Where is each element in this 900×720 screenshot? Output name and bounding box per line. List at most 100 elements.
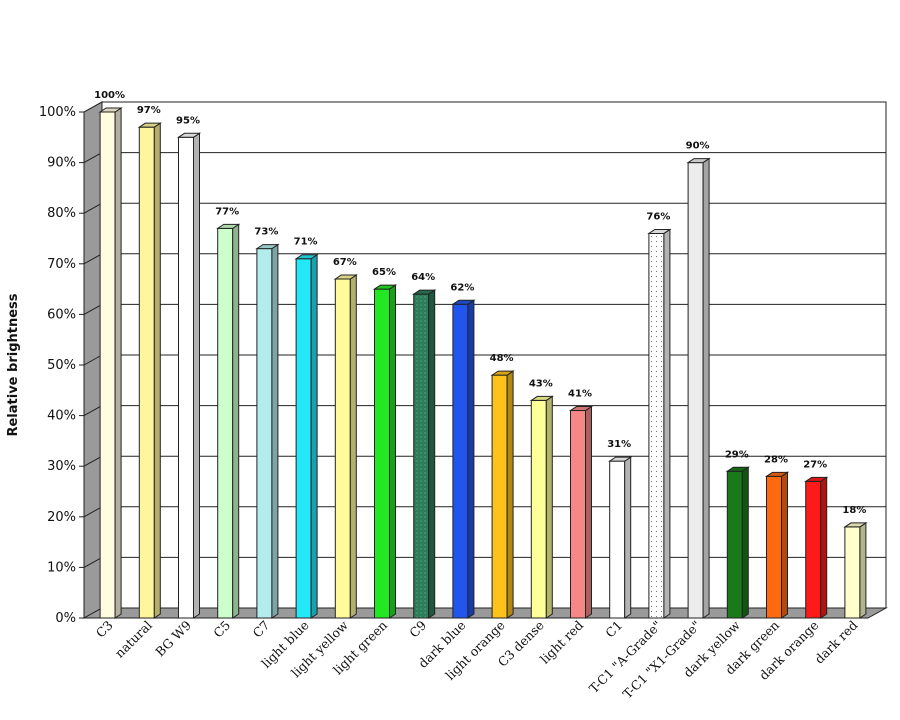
bar-top [372, 284, 398, 290]
bar-front [334, 278, 351, 619]
value-label: 67% [333, 257, 357, 268]
y-axis-ticks: 0% 10% 20% 30% 40% 50% 60% 70% 80% 90% 100% [39, 105, 85, 626]
bar-front [530, 399, 547, 619]
value-label: 65% [372, 267, 396, 278]
chart-walls [82, 101, 888, 619]
gridline-side [83, 202, 103, 214]
y-tick-label: 90% [47, 156, 76, 171]
value-label: 62% [450, 282, 474, 293]
bar-side [193, 132, 200, 619]
y-tick-label: 100% [39, 105, 76, 120]
bar [176, 132, 202, 619]
bar-side [702, 157, 710, 619]
y-tick-label: 0% [55, 611, 76, 626]
bar [137, 122, 162, 619]
bar [568, 405, 594, 619]
y-tick-label: 50% [47, 358, 76, 373]
bar [333, 274, 358, 619]
bar-front [295, 258, 312, 619]
y-tick-label: 10% [47, 560, 76, 575]
y-axis-title: Relative brightness [6, 293, 21, 436]
bar-front [256, 248, 273, 619]
bar [412, 289, 437, 619]
floor [82, 607, 888, 619]
bar-side [545, 395, 553, 619]
bar-side [310, 253, 318, 619]
bar [647, 228, 672, 619]
y-tick-label: 60% [47, 307, 76, 322]
value-label: 64% [411, 272, 435, 283]
category-label: C5 [210, 618, 233, 641]
bar-top [608, 456, 633, 462]
value-label: 29% [725, 449, 749, 460]
gridline-side [83, 556, 103, 568]
gridline-side [83, 101, 103, 113]
bar-top [98, 107, 123, 113]
category-label: C1 [602, 618, 625, 641]
bar [725, 466, 750, 619]
bar-top [764, 471, 790, 477]
bar-side [114, 107, 122, 619]
bar-front [491, 374, 508, 619]
gridline-side [83, 354, 103, 366]
bar-front [138, 126, 155, 619]
bar-side [820, 476, 828, 619]
category-label: C7 [250, 617, 273, 640]
bar [529, 395, 554, 619]
bar [255, 243, 280, 619]
bar-top [333, 274, 358, 280]
bar-top [529, 395, 554, 401]
value-label: 18% [842, 505, 866, 516]
value-label: 97% [137, 105, 161, 116]
category-label: natural [112, 618, 155, 661]
bar-side [389, 284, 396, 619]
gridline-side [83, 506, 103, 518]
value-label: 95% [176, 115, 200, 126]
bar [490, 370, 515, 619]
bar-side [428, 289, 436, 619]
bar [804, 476, 829, 619]
bar-front [452, 303, 469, 619]
bar-front [178, 136, 194, 619]
value-label: 71% [294, 237, 318, 248]
bar [843, 521, 868, 619]
bar-top [137, 122, 162, 128]
bar-top [176, 132, 202, 138]
bar-front [805, 480, 822, 619]
value-labels: 100% 97% 95% 77% 73% 71% 67% 65% 64% 62% 48% 43% 41%… [94, 90, 866, 516]
bar-top [451, 299, 476, 305]
bar-front [217, 227, 234, 619]
bar [451, 299, 476, 619]
bar-front [99, 111, 116, 619]
value-label: 73% [254, 227, 278, 238]
bar-side [859, 521, 867, 619]
bar-side [585, 405, 592, 619]
bar-side [349, 274, 357, 619]
value-label: 76% [646, 211, 670, 222]
bar [216, 223, 241, 619]
bar-top [686, 158, 711, 164]
bar [294, 253, 319, 619]
bar-side [663, 228, 671, 619]
category-label: light red [537, 618, 586, 667]
bar-front [844, 526, 861, 619]
value-label: 27% [803, 459, 827, 470]
bar-top [725, 466, 750, 472]
bar-top [568, 406, 594, 412]
y-tick-label: 40% [47, 409, 76, 424]
bar-side [232, 223, 240, 619]
bar [372, 284, 398, 619]
y-tick-label: 70% [47, 257, 76, 272]
bar-side [781, 471, 788, 619]
bar [686, 157, 711, 619]
value-label: 31% [607, 439, 631, 450]
category-label: C3 [93, 617, 116, 640]
bar-top [647, 228, 672, 234]
bar-top [255, 244, 280, 250]
gridline-side [83, 405, 103, 417]
bar-front [570, 410, 586, 619]
bar-top [412, 289, 437, 295]
bar-side [467, 299, 475, 619]
value-label: 90% [686, 141, 710, 152]
